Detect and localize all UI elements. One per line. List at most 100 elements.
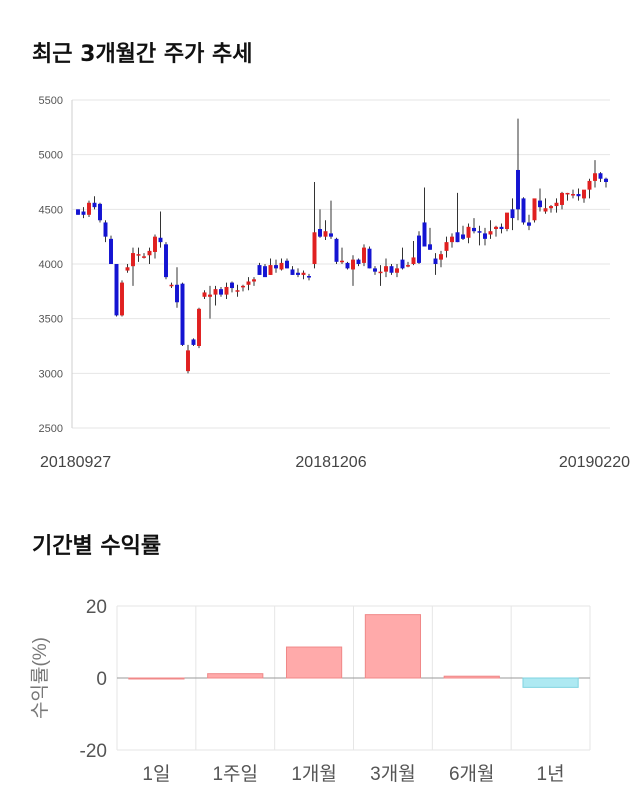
candle-body xyxy=(345,262,350,269)
candle-body xyxy=(428,244,432,250)
candle xyxy=(103,220,108,243)
candle xyxy=(532,198,537,223)
candle xyxy=(202,290,207,299)
candle xyxy=(296,268,300,278)
candle xyxy=(345,261,350,270)
candle-body xyxy=(131,253,135,267)
bars xyxy=(128,614,579,688)
candle-y-tick-label: 4500 xyxy=(39,204,63,216)
candle xyxy=(164,242,168,280)
candle-body xyxy=(576,194,581,197)
candle-body xyxy=(241,285,245,288)
candle xyxy=(114,264,119,317)
candle-body xyxy=(521,198,526,223)
candle xyxy=(131,247,135,286)
candle xyxy=(191,338,196,346)
candle xyxy=(318,209,322,238)
candle-body xyxy=(334,238,339,262)
candle-body xyxy=(202,292,207,297)
candle xyxy=(373,266,377,275)
candle-body xyxy=(213,289,218,295)
candle-body xyxy=(461,234,465,239)
candle xyxy=(543,198,548,214)
bar-y-tick-labels: 20 0 -20 xyxy=(80,597,107,762)
candle-body xyxy=(164,244,168,278)
candle-x-tick-label: 20190220 xyxy=(559,454,630,471)
candle xyxy=(389,264,394,275)
candle-body xyxy=(285,260,289,269)
bar-y-axis-label: 수익률(%) xyxy=(29,637,51,719)
candle-body xyxy=(98,203,102,221)
candle xyxy=(76,209,80,215)
candle-body xyxy=(406,265,410,267)
candle-body xyxy=(483,233,487,239)
period-return-bar-chart: 20 0 -20 1일 1주일 1개월 3개월 6개월 1년 수익률(%) xyxy=(29,597,591,785)
candle-body xyxy=(323,231,328,237)
candle xyxy=(340,247,344,264)
candle xyxy=(472,218,476,234)
candle xyxy=(571,189,575,199)
candle xyxy=(444,236,449,258)
candle xyxy=(505,212,509,232)
candle-body xyxy=(301,272,306,275)
candle xyxy=(576,188,581,201)
candle-y-tick-label: 3500 xyxy=(39,314,63,326)
candle-x-tick-label: 20181206 xyxy=(295,454,366,471)
candle xyxy=(356,258,361,267)
candle-body xyxy=(527,222,531,226)
bar-4 xyxy=(443,675,500,679)
candle-body xyxy=(235,290,240,292)
candle xyxy=(312,182,317,269)
candle xyxy=(219,286,223,297)
bar-0 xyxy=(128,677,185,680)
candle-body xyxy=(367,248,372,269)
candle-body xyxy=(142,256,146,258)
candle-body xyxy=(274,265,278,269)
candle-body xyxy=(395,268,399,273)
candle xyxy=(488,220,493,239)
candle xyxy=(554,198,559,213)
bar-x-tick-label: 1주일 xyxy=(212,763,258,785)
candle-body xyxy=(433,258,438,264)
candle-body xyxy=(268,265,273,275)
candle-body xyxy=(373,268,377,272)
candle xyxy=(180,282,185,346)
candle-body xyxy=(279,262,284,270)
candle xyxy=(378,265,383,286)
bar-5 xyxy=(522,677,579,688)
candle xyxy=(461,225,465,240)
bar-3 xyxy=(364,614,422,679)
candle-body xyxy=(516,169,520,210)
bar-y-tick-label: -20 xyxy=(80,741,107,762)
bar-x-tick-labels: 1일 1주일 1개월 3개월 6개월 1년 xyxy=(142,763,564,785)
candle xyxy=(417,231,421,264)
candle-body xyxy=(378,271,383,274)
candle xyxy=(334,237,339,264)
candle xyxy=(516,118,520,221)
candle-body xyxy=(257,265,262,275)
bar-y-tick-label: 0 xyxy=(96,669,107,690)
candle xyxy=(285,258,289,269)
candle xyxy=(92,196,97,210)
candle xyxy=(494,225,498,237)
candle xyxy=(109,235,113,264)
candle-y-tick-label: 5000 xyxy=(39,150,63,162)
candle xyxy=(362,244,366,267)
candle-body xyxy=(125,267,130,271)
candle xyxy=(367,246,372,269)
candle-body xyxy=(263,266,267,278)
candle-body xyxy=(604,178,608,182)
candle xyxy=(549,204,553,213)
candle-body xyxy=(494,226,498,230)
candle-y-tick-label: 2500 xyxy=(39,423,63,435)
candle-body xyxy=(340,260,344,263)
candle xyxy=(142,253,146,259)
candle xyxy=(582,189,586,203)
candle-body xyxy=(252,279,256,282)
candle-body xyxy=(439,254,443,260)
candle xyxy=(186,344,190,374)
candle-body xyxy=(477,231,482,233)
candle-x-tick-label: 20180927 xyxy=(40,454,111,471)
candle-body xyxy=(81,211,86,215)
bar-x-tick-label: 3개월 xyxy=(370,763,416,785)
